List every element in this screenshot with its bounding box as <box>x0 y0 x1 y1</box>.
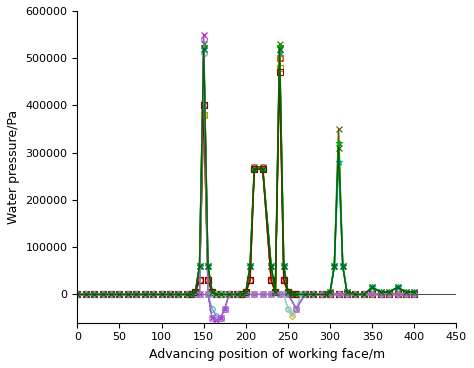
Y-axis label: Water pressure/Pa: Water pressure/Pa <box>7 110 20 224</box>
X-axis label: Advancing position of working face/m: Advancing position of working face/m <box>149 348 385 361</box>
